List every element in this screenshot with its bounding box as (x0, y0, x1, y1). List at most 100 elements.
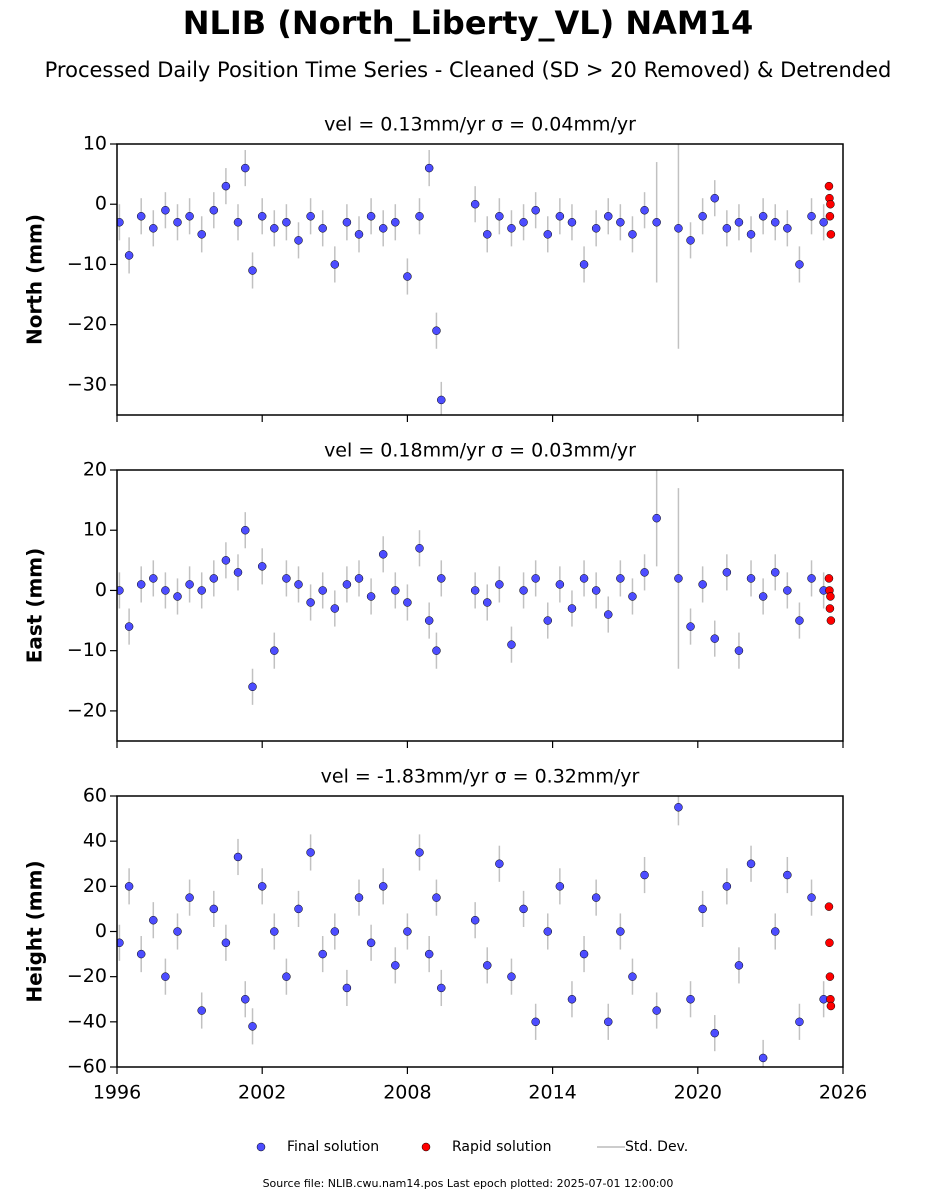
point (470, 199, 480, 209)
legend-marker (421, 1142, 431, 1152)
point (698, 212, 707, 221)
point (209, 574, 219, 583)
point (519, 904, 528, 914)
point (257, 562, 267, 571)
point (795, 1017, 804, 1027)
point (555, 882, 565, 891)
point (686, 236, 695, 245)
point (318, 949, 327, 959)
legend: Final solution Rapid solution Std. Dev. (256, 1139, 688, 1155)
point (543, 230, 553, 239)
point (282, 218, 291, 227)
point (640, 870, 649, 880)
point (710, 1028, 719, 1038)
point (391, 961, 400, 970)
point (604, 212, 613, 221)
point (519, 586, 528, 595)
point (354, 893, 364, 902)
point (543, 927, 553, 936)
point (825, 972, 835, 981)
point (826, 199, 835, 209)
y-axis-label: Height (mm) (23, 860, 47, 1002)
point (579, 260, 589, 269)
point (306, 848, 315, 857)
point (241, 525, 250, 535)
point (136, 580, 146, 589)
point (470, 586, 480, 595)
point (221, 938, 231, 948)
point (117, 586, 124, 595)
point (378, 550, 388, 559)
point (616, 927, 625, 936)
point (257, 882, 267, 891)
point (403, 272, 412, 281)
point (197, 230, 206, 239)
point (674, 574, 683, 583)
point (470, 915, 480, 925)
point (652, 218, 661, 227)
point (495, 859, 504, 868)
y-tick-label: 60 (83, 785, 107, 807)
point (173, 927, 182, 936)
point (826, 230, 836, 239)
point (248, 1022, 257, 1031)
point (354, 230, 364, 239)
point (758, 212, 768, 221)
point (161, 586, 170, 595)
point (437, 983, 446, 993)
point (432, 893, 441, 902)
point (149, 224, 158, 233)
point (437, 574, 446, 583)
y-tick-label: −10 (67, 253, 107, 275)
point (294, 236, 303, 245)
point (294, 580, 303, 589)
y-tick-label: 10 (83, 133, 107, 155)
footer: Source file: NLIB.cwu.nam14.pos Last epo… (263, 1177, 674, 1190)
y-tick-label: 0 (95, 579, 107, 601)
y-tick-label: −30 (67, 373, 107, 395)
point (616, 574, 625, 583)
figure-title: NLIB (North_Liberty_VL) NAM14 (183, 4, 754, 42)
point (826, 616, 836, 625)
point (432, 646, 441, 655)
point (543, 616, 553, 625)
point (233, 852, 243, 862)
point (270, 927, 279, 936)
point (825, 604, 835, 613)
point (136, 949, 146, 959)
point (415, 212, 424, 221)
point (354, 574, 364, 583)
point (391, 218, 400, 227)
axes-frame (116, 795, 844, 1068)
point (117, 938, 124, 948)
legend-label: Rapid solution (452, 1139, 552, 1155)
y-axis-label: North (mm) (23, 214, 47, 345)
panel-title: vel = 0.18mm/yr σ = 0.03mm/yr (324, 440, 636, 462)
point (698, 904, 707, 914)
point (795, 260, 804, 269)
point (591, 586, 601, 595)
point (173, 218, 182, 227)
point (366, 592, 376, 601)
point (149, 915, 158, 925)
point (483, 230, 492, 239)
point (722, 882, 732, 891)
point (197, 1006, 206, 1015)
point (722, 568, 732, 577)
point (746, 859, 756, 868)
point (640, 568, 649, 577)
point (604, 610, 613, 619)
point (734, 961, 744, 970)
x-tick-label: 2026 (819, 1082, 867, 1104)
point (124, 622, 134, 631)
point (826, 1001, 836, 1011)
point (783, 586, 792, 595)
point (640, 205, 649, 215)
point (185, 212, 194, 221)
point (185, 893, 194, 902)
point (257, 212, 267, 221)
point (591, 893, 601, 902)
point (233, 568, 243, 577)
point (209, 904, 219, 914)
y-tick-label: −40 (67, 1010, 107, 1032)
